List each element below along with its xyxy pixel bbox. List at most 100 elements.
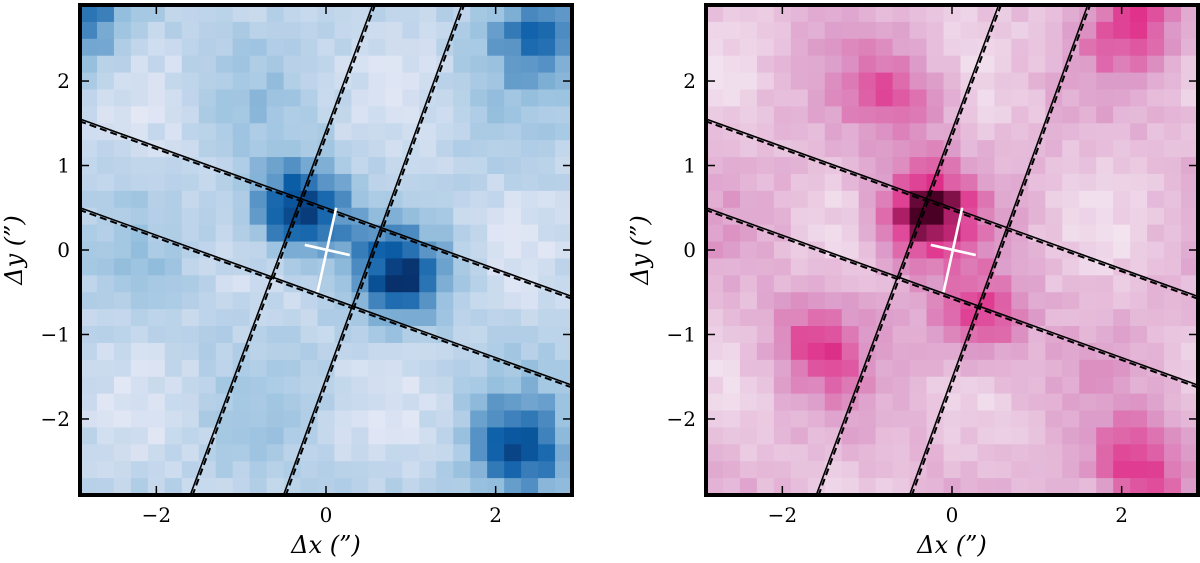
heatmap-cell: [994, 72, 1012, 91]
heatmap-cell: [1045, 461, 1063, 479]
heatmap-cell: [773, 157, 792, 175]
heatmap-cell: [722, 241, 741, 260]
heatmap-cell: [1062, 478, 1080, 495]
x-tick-label: −2: [768, 503, 797, 527]
heatmap-cell: [739, 89, 758, 107]
heatmap-cell: [994, 123, 1012, 141]
heatmap-cell: [436, 38, 454, 57]
heatmap-cell: [960, 410, 979, 429]
heatmap-cell: [1130, 258, 1148, 276]
heatmap-cell: [249, 461, 268, 479]
heatmap-cell: [402, 376, 420, 395]
heatmap-cell: [909, 38, 928, 57]
heatmap-cell: [977, 123, 996, 141]
heatmap-cell: [334, 190, 353, 209]
x-tick-label: −2: [142, 503, 171, 527]
heatmap-cell: [1028, 393, 1046, 412]
heatmap-cell: [470, 478, 488, 495]
heatmap-cell: [215, 461, 234, 479]
heatmap-cell: [1181, 427, 1198, 445]
heatmap-cell: [1045, 326, 1063, 344]
heatmap-cell: [773, 207, 792, 226]
heatmap-cell: [249, 359, 268, 378]
heatmap-cell: [130, 106, 149, 124]
heatmap-cell: [232, 190, 251, 209]
heatmap-cell: [756, 241, 775, 260]
heatmap-cell: [385, 106, 403, 124]
heatmap-cell: [96, 140, 115, 158]
heatmap-cell: [538, 258, 556, 276]
heatmap-cell: [841, 478, 860, 495]
heatmap-cell: [436, 21, 454, 40]
slit-line-dashed: [80, 209, 572, 389]
heatmap-cell: [198, 38, 217, 57]
heatmap-cell: [926, 376, 945, 395]
heatmap-cell: [977, 55, 996, 74]
heatmap-cell: [1164, 241, 1182, 260]
heatmap-cell: [1130, 410, 1148, 429]
heatmap-cell: [875, 123, 894, 141]
heatmap-cell: [402, 72, 420, 91]
heatmap-cell: [773, 89, 792, 107]
heatmap-cell: [790, 478, 809, 495]
heatmap-cell: [453, 393, 471, 412]
heatmap-cell: [283, 309, 302, 327]
heatmap-cell: [130, 173, 149, 192]
heatmap-cell: [538, 173, 556, 192]
heatmap-cell: [756, 106, 775, 124]
heatmap-cell: [436, 359, 454, 378]
heatmap-cell: [1130, 21, 1148, 40]
heatmap-cell: [113, 461, 132, 479]
heatmap-cell: [385, 38, 403, 57]
heatmap-cell: [249, 241, 268, 260]
heatmap-cell: [1028, 207, 1046, 226]
heatmap-cell: [773, 21, 792, 40]
heatmap-cell: [1079, 326, 1097, 344]
heatmap-cell: [249, 190, 268, 209]
heatmap-cell: [113, 359, 132, 378]
heatmap-cell: [960, 292, 979, 310]
heatmap-cell: [1113, 207, 1131, 226]
heatmap-cell: [147, 461, 166, 479]
heatmap-cell: [1147, 241, 1165, 260]
heatmap-cell: [994, 478, 1012, 495]
heatmap-cell: [266, 38, 285, 57]
heatmap-cell: [1062, 173, 1080, 192]
heatmap-cell: [977, 410, 996, 429]
heatmap-cell: [790, 410, 809, 429]
heatmap-cell: [994, 173, 1012, 192]
heatmap-cell: [739, 55, 758, 74]
heatmap-cell: [402, 89, 420, 107]
heatmap-cell: [96, 427, 115, 445]
heatmap-cell: [334, 55, 353, 74]
heatmap-cell: [943, 410, 962, 429]
heatmap-cell: [215, 309, 234, 327]
heatmap-cell: [909, 393, 928, 412]
heatmap-cell: [283, 359, 302, 378]
heatmap-cell: [858, 410, 877, 429]
heatmap-cell: [875, 207, 894, 226]
heatmap-cell: [402, 190, 420, 209]
heatmap-cell: [892, 123, 911, 141]
heatmap-cell: [385, 5, 403, 23]
heatmap-cell: [113, 326, 132, 344]
heatmap-cell: [80, 140, 98, 158]
heatmap-cell: [756, 326, 775, 344]
heatmap-cell: [960, 190, 979, 209]
heatmap-cell: [555, 444, 572, 462]
heatmap-cell: [249, 106, 268, 124]
heatmap-cell: [807, 258, 826, 276]
heatmap-cell: [960, 21, 979, 40]
heatmap-cell: [504, 140, 522, 158]
heatmap-cell: [790, 21, 809, 40]
heatmap-cell: [232, 38, 251, 57]
heatmap-cell: [351, 444, 370, 462]
heatmap-cell: [739, 444, 758, 462]
heatmap-cell: [739, 140, 758, 158]
heatmap-cell: [555, 393, 572, 412]
heatmap-cell: [773, 173, 792, 192]
heatmap-cell: [1164, 326, 1182, 344]
heatmap-cell: [858, 292, 877, 310]
heatmap-cell: [249, 342, 268, 361]
y-tick-label: −2: [41, 407, 70, 431]
